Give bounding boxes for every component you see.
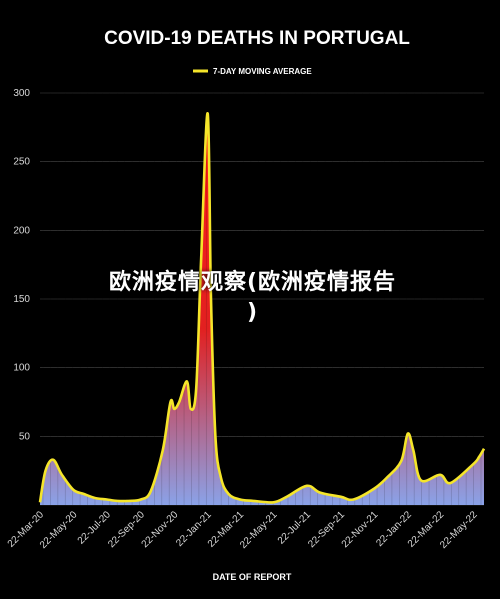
y-tick-label: 150: [13, 294, 30, 305]
y-tick-label: 50: [19, 431, 31, 442]
y-tick-label: 250: [13, 157, 30, 168]
chart-title: COVID-19 DEATHS IN PORTUGAL: [104, 28, 410, 49]
x-tick-label: 22-Nov-20: [140, 509, 181, 550]
overlay-title-line2: ): [246, 300, 259, 325]
y-tick-label: 100: [13, 363, 30, 374]
x-axis-title: DATE OF REPORT: [213, 572, 292, 582]
series-line: [38, 112, 486, 504]
overlay-title-line1: 欧洲疫情观察(欧洲疫情报告: [108, 270, 397, 295]
watermark-overlay: 欧洲疫情观察(欧洲疫情报告 ): [60, 262, 445, 340]
legend-label: 7-DAY MOVING AVERAGE: [213, 67, 312, 76]
x-tick-label: 22-Nov-21: [340, 509, 381, 550]
y-tick-label: 300: [13, 88, 30, 99]
y-axis: 50 100 150 200 250 300: [13, 88, 30, 442]
y-tick-label: 200: [13, 225, 30, 236]
x-axis: 22-Mar-2022-May-2022-Jul-2022-Sep-2022-N…: [6, 509, 480, 551]
plot-area: [38, 93, 486, 505]
